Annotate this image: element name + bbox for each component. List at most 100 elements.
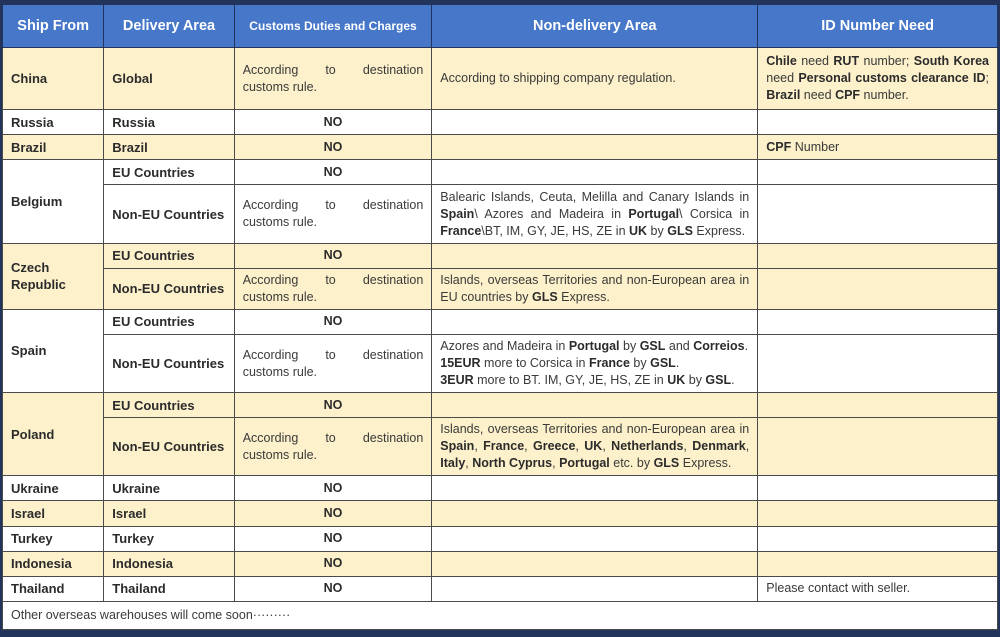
id-ukraine [757,475,998,502]
id-czech-eu [757,242,998,269]
delivery-brazil: Brazil [103,134,235,161]
nondelivery-czech-noneu: Islands, overseas Territories and non-Eu… [431,267,759,310]
ship-from-belgium: Belgium [2,159,105,244]
id-turkey [757,525,998,552]
nondelivery-thailand [431,575,759,602]
header-row: Ship From Delivery Area Customs Duties and… [2,4,998,48]
table-row: Russia Russia NO [2,109,998,136]
customs-poland-eu: NO [233,392,433,419]
customs-ukraine: NO [233,475,433,502]
footer-row: Other overseas warehouses will come soon… [2,600,998,631]
id-poland-noneu [757,417,998,477]
id-spain-noneu [757,333,998,394]
ship-from-czech-republic: Czech Republic [2,242,105,310]
delivery-turkey: Turkey [103,525,235,552]
id-thailand: Please contact with seller. [757,575,998,602]
id-spain-eu [757,308,998,335]
nondelivery-israel [431,500,759,527]
delivery-global: Global [103,46,235,111]
table-row: Non-EU Countries According to destination… [3,333,998,394]
table-row: Non-EU Countries According to destination… [3,267,998,310]
table-row: Indonesia Indonesia NO [2,550,998,577]
nondelivery-poland-eu [431,392,759,419]
table-row: Thailand Thailand NO Please contact with se… [2,575,998,602]
table-header: Ship From Delivery Area Customs Duties and… [2,4,998,48]
id-belgium-noneu [757,184,998,244]
delivery-poland-noneu: Non-EU Countries [103,417,235,477]
table-row: Spain EU Countries NO [2,308,998,394]
ship-from-brazil: Brazil [2,134,105,161]
ship-from-poland: Poland [2,392,105,477]
delivery-indonesia: Indonesia [103,550,235,577]
ship-from-turkey: Turkey [2,525,105,552]
nondelivery-turkey [431,525,759,552]
footer-note: Other overseas warehouses will come soon… [2,600,998,631]
table-row: Czech Republic EU Countries NO [2,242,998,310]
nondelivery-poland-noneu: Islands, overseas Territories and non-Eu… [431,417,759,477]
header-delivery-area: Delivery Area [103,4,235,48]
id-russia [757,109,998,136]
nondelivery-czech-eu [431,242,759,269]
table-row: Belgium EU Countries NO [2,159,998,244]
id-indonesia [757,550,998,577]
customs-belgium-noneu: According to destination customs rule. [233,184,433,244]
shipping-table: Ship From Delivery Area Customs Duties and… [2,4,998,631]
customs-turkey: NO [233,525,433,552]
customs-czech-noneu: According to destination customs rule. [233,267,433,310]
table-row: Non-EU Countries According to destination… [3,184,998,244]
customs-indonesia: NO [233,550,433,577]
ship-from-thailand: Thailand [2,575,105,602]
nondelivery-brazil [431,134,759,161]
table-row: Ukraine Ukraine NO [2,475,998,502]
header-ship-from: Ship From [2,4,105,48]
nondelivery-spain-eu [431,308,759,335]
id-israel [757,500,998,527]
table-body: China Global According to destination cust… [2,46,998,631]
nondelivery-belgium-eu [431,159,759,186]
delivery-belgium-eu: EU Countries [103,159,235,186]
table-row: Brazil Brazil NO CPF Number [2,134,998,161]
delivery-spain-noneu: Non-EU Countries [103,333,235,394]
customs-belgium-eu: NO [233,159,433,186]
id-china: Chile need RUT number; South Korea need … [757,46,998,111]
id-czech-noneu [757,267,998,310]
customs-israel: NO [233,500,433,527]
delivery-poland-eu: EU Countries [103,392,235,419]
nondelivery-spain-noneu: Azores and Madeira in Portugal by GSL an… [431,333,759,394]
table-row: Israel Israel NO [2,500,998,527]
delivery-spain-eu: EU Countries [103,308,235,335]
customs-thailand: NO [233,575,433,602]
header-id-number-need: ID Number Need [757,4,998,48]
customs-czech-eu: NO [233,242,433,269]
delivery-czech-noneu: Non-EU Countries [103,267,235,310]
customs-russia: NO [233,109,433,136]
nondelivery-china: According to shipping company regulation… [431,46,759,111]
id-poland-eu [757,392,998,419]
nondelivery-indonesia [431,550,759,577]
nondelivery-ukraine [431,475,759,502]
customs-poland-noneu: According to destination customs rule. [233,417,433,477]
delivery-thailand: Thailand [103,575,235,602]
id-brazil: CPF Number [757,134,998,161]
customs-spain-eu: NO [233,308,433,335]
delivery-russia: Russia [103,109,235,136]
ship-from-israel: Israel [2,500,105,527]
ship-from-spain: Spain [2,308,105,394]
delivery-czech-eu: EU Countries [103,242,235,269]
header-customs-duties-and-charges: Customs Duties and Charges [233,4,433,48]
ship-from-russia: Russia [2,109,105,136]
ship-from-indonesia: Indonesia [2,550,105,577]
header-non-delivery-area: Non-delivery Area [431,4,759,48]
nondelivery-russia [431,109,759,136]
table-bottom-bar [2,630,998,637]
ship-from-china: China [2,46,105,111]
table-row: Poland EU Countries NO [2,392,998,477]
customs-brazil: NO [233,134,433,161]
table-row: Non-EU Countries According to destination… [3,417,998,477]
nondelivery-belgium-noneu: Balearic Islands, Ceuta, Melilla and Can… [431,184,759,244]
delivery-belgium-noneu: Non-EU Countries [103,184,235,244]
table-row: China Global According to destination cust… [2,46,998,111]
customs-china: According to destination customs rule. [233,46,433,111]
id-belgium-eu [757,159,998,186]
